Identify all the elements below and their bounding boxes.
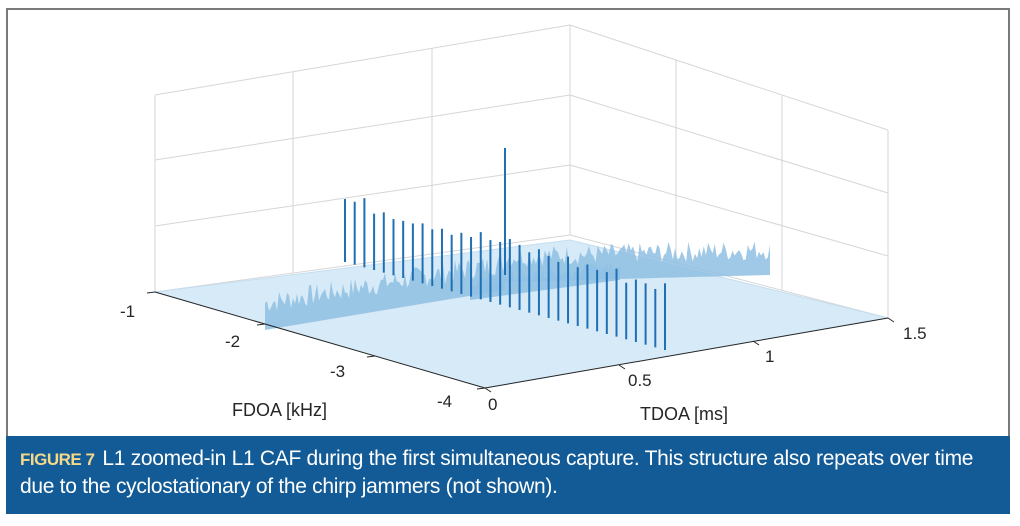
caf-3d-plot: -1 -2 -3 -4 0 0.5 1 1.5 FDOA [kHz] TDOA …	[120, 24, 927, 424]
surface-ridge	[470, 260, 620, 300]
fdoa-tick	[256, 323, 266, 326]
fdoa-tick-label: -4	[437, 392, 452, 411]
fdoa-tick	[146, 291, 156, 294]
fdoa-tick-label: -3	[330, 362, 345, 381]
fdoa-axis	[154, 291, 486, 389]
tdoa-axis	[484, 317, 889, 389]
fdoa-tick	[366, 355, 376, 358]
axes	[154, 291, 889, 389]
figure-label: FIGURE 7	[20, 450, 95, 469]
tdoa-tick-label: 1.5	[903, 324, 927, 343]
fdoa-tick	[476, 387, 486, 390]
tdoa-axis-label: TDOA [ms]	[640, 404, 728, 424]
grid-h	[154, 164, 571, 227]
surface-ridge	[265, 255, 505, 330]
grid-h	[569, 164, 889, 257]
tick-marks	[146, 291, 895, 393]
grid-h	[154, 94, 571, 161]
tdoa-tick-label: 0	[488, 395, 497, 414]
tdoa-tick	[752, 340, 760, 346]
figure-caption: FIGURE 7 L1 zoomed-in L1 CAF during the f…	[6, 436, 1010, 514]
tdoa-tick	[887, 317, 895, 323]
fdoa-tick-label: -1	[120, 302, 135, 321]
top-edge-right	[569, 24, 889, 131]
caption-text: L1 zoomed-in L1 CAF during the first sim…	[20, 447, 974, 498]
surface-spikes	[344, 148, 666, 350]
surface-ridge	[505, 241, 770, 282]
grid-h	[569, 94, 889, 194]
tdoa-tick	[618, 364, 626, 370]
tdoa-tick-label: 0.5	[628, 371, 652, 390]
tdoa-tick	[484, 387, 492, 393]
surface-ridges	[265, 241, 770, 330]
top-edge-left	[154, 24, 571, 96]
fdoa-axis-label: FDOA [kHz]	[232, 400, 327, 420]
tdoa-tick-label: 1	[765, 347, 774, 366]
fdoa-tick-label: -2	[225, 332, 240, 351]
